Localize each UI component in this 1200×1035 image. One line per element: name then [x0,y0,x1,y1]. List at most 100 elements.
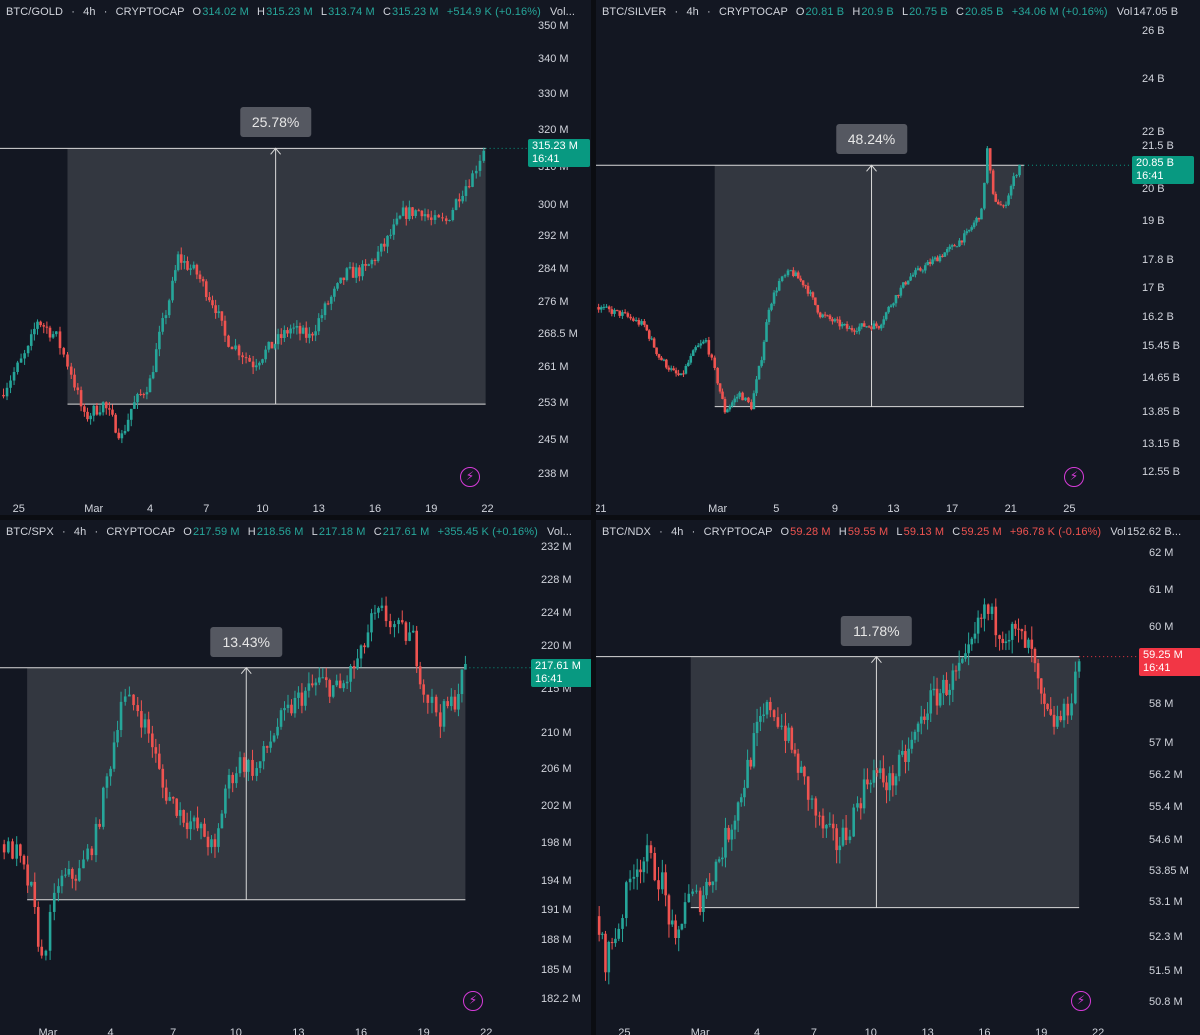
y-tick-label: 188 M [541,934,572,947]
candle-body-50 [164,315,168,319]
candle-body-166 [1018,164,1021,176]
measure-box[interactable] [714,165,1024,407]
candle-body-48 [182,810,185,823]
candle-body-53 [733,398,737,403]
chart-canvas[interactable] [596,0,1200,515]
y-tick-label: 13.15 B [1142,437,1180,450]
candle-body-66 [767,309,771,323]
candle-body-106 [342,277,346,281]
candle-body-25 [98,823,101,827]
y-tick-label: 185 M [541,964,572,977]
interval-label[interactable]: 4h [671,526,684,538]
measure-box[interactable] [690,656,1080,908]
candle-body-50 [726,409,729,413]
candle-body-20 [650,338,653,340]
candle-body-69 [258,761,262,769]
candle-body-106 [388,621,392,628]
candle-body-11 [39,321,42,326]
candle-body-35 [136,705,140,712]
candle-body-42 [739,797,743,803]
candle-body-30 [101,402,105,413]
lightning-icon[interactable]: ⚡ [460,467,480,487]
candle-body-143 [958,240,961,247]
candle-body-108 [397,620,400,625]
candle-body-84 [311,683,314,686]
interval-label[interactable]: 4h [686,6,699,18]
candle-body-68 [772,292,776,304]
candle-body-3 [12,371,16,381]
symbol-label[interactable]: BTC/SILVER [602,6,667,18]
candle-body-126 [916,268,920,271]
chart-panel-btc-ndx[interactable]: BTC/NDX · 4h · CRYPTOCAP O59.28 M H59.55… [596,520,1200,1035]
candle-body-119 [994,606,998,636]
candle-body-136 [437,215,441,218]
open-value: 20.81 B [805,6,845,18]
candle-body-6 [613,309,616,314]
open-value: 217.59 M [192,526,240,538]
bar-countdown: 16:41 [532,153,560,166]
candle-body-73 [844,827,848,841]
candle-body-156 [991,170,995,194]
candle-body-145 [467,186,471,188]
candle-body-111 [408,632,411,641]
candle-body-130 [1030,639,1034,649]
candle-body-102 [938,693,942,706]
x-tick-label: 9 [831,503,838,515]
symbol-label[interactable]: BTC/GOLD [6,6,64,18]
candle-body-127 [408,207,411,219]
low-value: 217.18 M [318,526,366,538]
candle-body-31 [119,701,123,731]
y-tick-label: 220 M [541,640,572,653]
candle-body-113 [364,264,367,266]
candle-body-99 [929,690,933,714]
change-value: +34.06 M (+0.16%) [1011,6,1108,18]
lightning-icon[interactable]: ⚡ [1071,991,1091,1011]
candle-body-48 [759,715,762,722]
candle-body-97 [923,716,926,720]
candle-body-115 [422,684,425,695]
candle-body-9 [621,312,624,316]
chart-canvas[interactable] [596,520,1200,1035]
candle-body-104 [380,605,384,608]
y-tick-label: 261 M [538,360,569,373]
candle-body-0 [597,916,601,935]
candle-body-143 [461,195,464,202]
interval-label[interactable]: 4h [73,526,87,538]
candle-body-91 [335,680,338,686]
candles [597,146,1021,414]
candle-body-62 [757,365,761,380]
x-tick-label: 19 [417,1027,430,1035]
lightning-icon[interactable]: ⚡ [1064,467,1084,487]
measure-box[interactable] [67,148,486,405]
candle-body-45 [148,378,152,393]
candle-body-43 [142,394,146,396]
chart-panel-btc-silver[interactable]: BTC/SILVER · 4h · CRYPTOCAP O20.81 B H20… [596,0,1200,515]
candle-body-66 [821,815,825,829]
candle-body-152 [980,208,983,220]
candle-body-143 [1074,671,1077,704]
candle-body-76 [248,357,251,362]
candle-body-40 [154,747,158,754]
candle-body-39 [151,733,154,748]
x-tick-label: 7 [170,1027,177,1035]
lightning-icon[interactable]: ⚡ [463,991,483,1011]
candle-body-88 [286,330,289,334]
candle-body-115 [370,259,374,265]
candle-body-98 [359,645,363,659]
candle-body-58 [793,749,797,754]
measure-arrow-head [270,147,282,155]
candle-body-71 [780,276,784,282]
chart-canvas[interactable] [0,520,591,1035]
candle-body-122 [1004,641,1008,644]
x-tick-label: 21 [1004,503,1017,515]
candle-body-15 [60,875,64,887]
y-tick-label: 50.8 M [1149,996,1183,1009]
symbol-label[interactable]: BTC/NDX [602,526,651,538]
chart-canvas[interactable] [0,0,591,515]
chart-panel-btc-spx[interactable]: BTC/SPX · 4h · CRYPTOCAP O217.59 M H218.… [0,520,591,1035]
interval-label[interactable]: 4h [83,6,96,18]
candle-body-122 [392,224,396,235]
candle-body-6 [26,864,29,886]
chart-panel-btc-gold[interactable]: BTC/GOLD · 4h · CRYPTOCAP O314.02 M H315… [0,0,591,515]
symbol-label[interactable]: BTC/SPX [6,526,54,538]
